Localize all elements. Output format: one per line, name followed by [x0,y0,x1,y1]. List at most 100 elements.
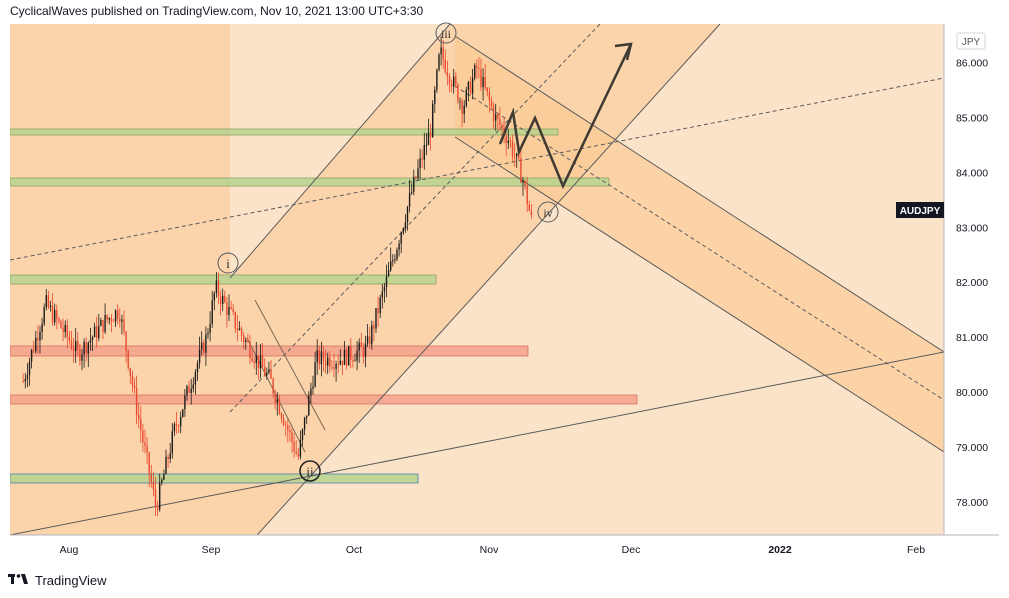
candle [41,317,43,340]
candle [402,227,404,235]
candle [198,336,201,369]
tradingview-footer[interactable]: TradingView [8,571,107,589]
candle [389,247,392,272]
time-axis[interactable] [10,535,999,563]
support-zone-80-85 [10,345,529,357]
candle [114,309,117,327]
candle [459,97,461,110]
candle [106,314,108,324]
price-tick-label: 83.000 [956,222,988,234]
candle [203,339,205,355]
candle [131,370,134,393]
time-tick-label: 2022 [768,544,792,556]
candle [293,433,295,458]
tradingview-logo-icon [8,574,28,584]
candle [308,391,310,416]
time-tick-label: Sep [202,544,221,556]
candle [261,343,264,368]
candle [394,254,396,264]
candle [360,332,362,348]
candle [232,303,234,316]
footer-brand: TradingView [35,572,107,588]
candle [379,294,381,318]
candle [463,100,465,123]
candle [400,231,402,254]
candle [224,290,226,304]
candle [240,326,243,342]
candle [255,341,257,375]
candle [190,378,192,405]
candle [177,423,180,433]
candle [51,293,54,326]
candle [74,328,77,363]
candle [520,147,522,184]
candle [32,340,35,354]
candle [158,473,161,512]
candle [299,430,302,460]
time-axis-labels: Aug Sep Oct Nov Dec 2022 Feb [60,544,926,556]
candle [56,304,58,330]
candle [350,338,352,369]
candle [417,159,419,181]
candle [188,380,190,394]
candle [301,428,304,447]
candle [333,353,335,378]
wave-label-ii: ii [299,460,321,482]
candle [30,348,33,369]
candle [89,327,92,351]
candle [192,377,194,393]
candle [419,148,421,181]
candle [410,183,413,195]
time-tick-label: Oct [346,544,362,556]
price-axis[interactable] [944,24,999,535]
candle [215,271,218,298]
candle [169,443,171,464]
candle [100,317,102,327]
candle [148,451,150,488]
candle [322,346,325,372]
candle [112,319,115,323]
candle [163,469,165,481]
candle [440,36,442,66]
candle [81,349,83,371]
candle [282,414,285,427]
candle [287,418,289,443]
candle [452,68,455,94]
candle [72,337,75,363]
candle [154,477,157,516]
candle [480,58,482,92]
candle [62,318,64,342]
candle [200,331,203,356]
candle [526,176,528,212]
candle [492,102,495,130]
candle [465,86,467,108]
currency-badge[interactable]: JPY [956,32,986,50]
candle [205,326,207,367]
candle [93,322,96,338]
candle [167,454,169,469]
candle [524,179,526,190]
symbol-price-badge: AUDJPY [896,202,944,218]
candle [121,314,123,335]
resistance-zone-83-85 [10,177,610,187]
candle [226,297,228,328]
candle [371,320,373,350]
candle [373,321,375,342]
candle [129,367,131,384]
candle [423,132,425,170]
candle [364,335,367,368]
candle [230,300,232,310]
candle [471,69,474,100]
candle [499,107,501,131]
candle [507,129,509,149]
candle [337,354,339,373]
candle [37,324,39,354]
candle [102,319,104,340]
candle [392,254,394,267]
candle [461,98,463,127]
wave-label-iv: iv [537,201,559,223]
candle [278,394,281,415]
candle [91,335,94,351]
candle [415,175,417,180]
